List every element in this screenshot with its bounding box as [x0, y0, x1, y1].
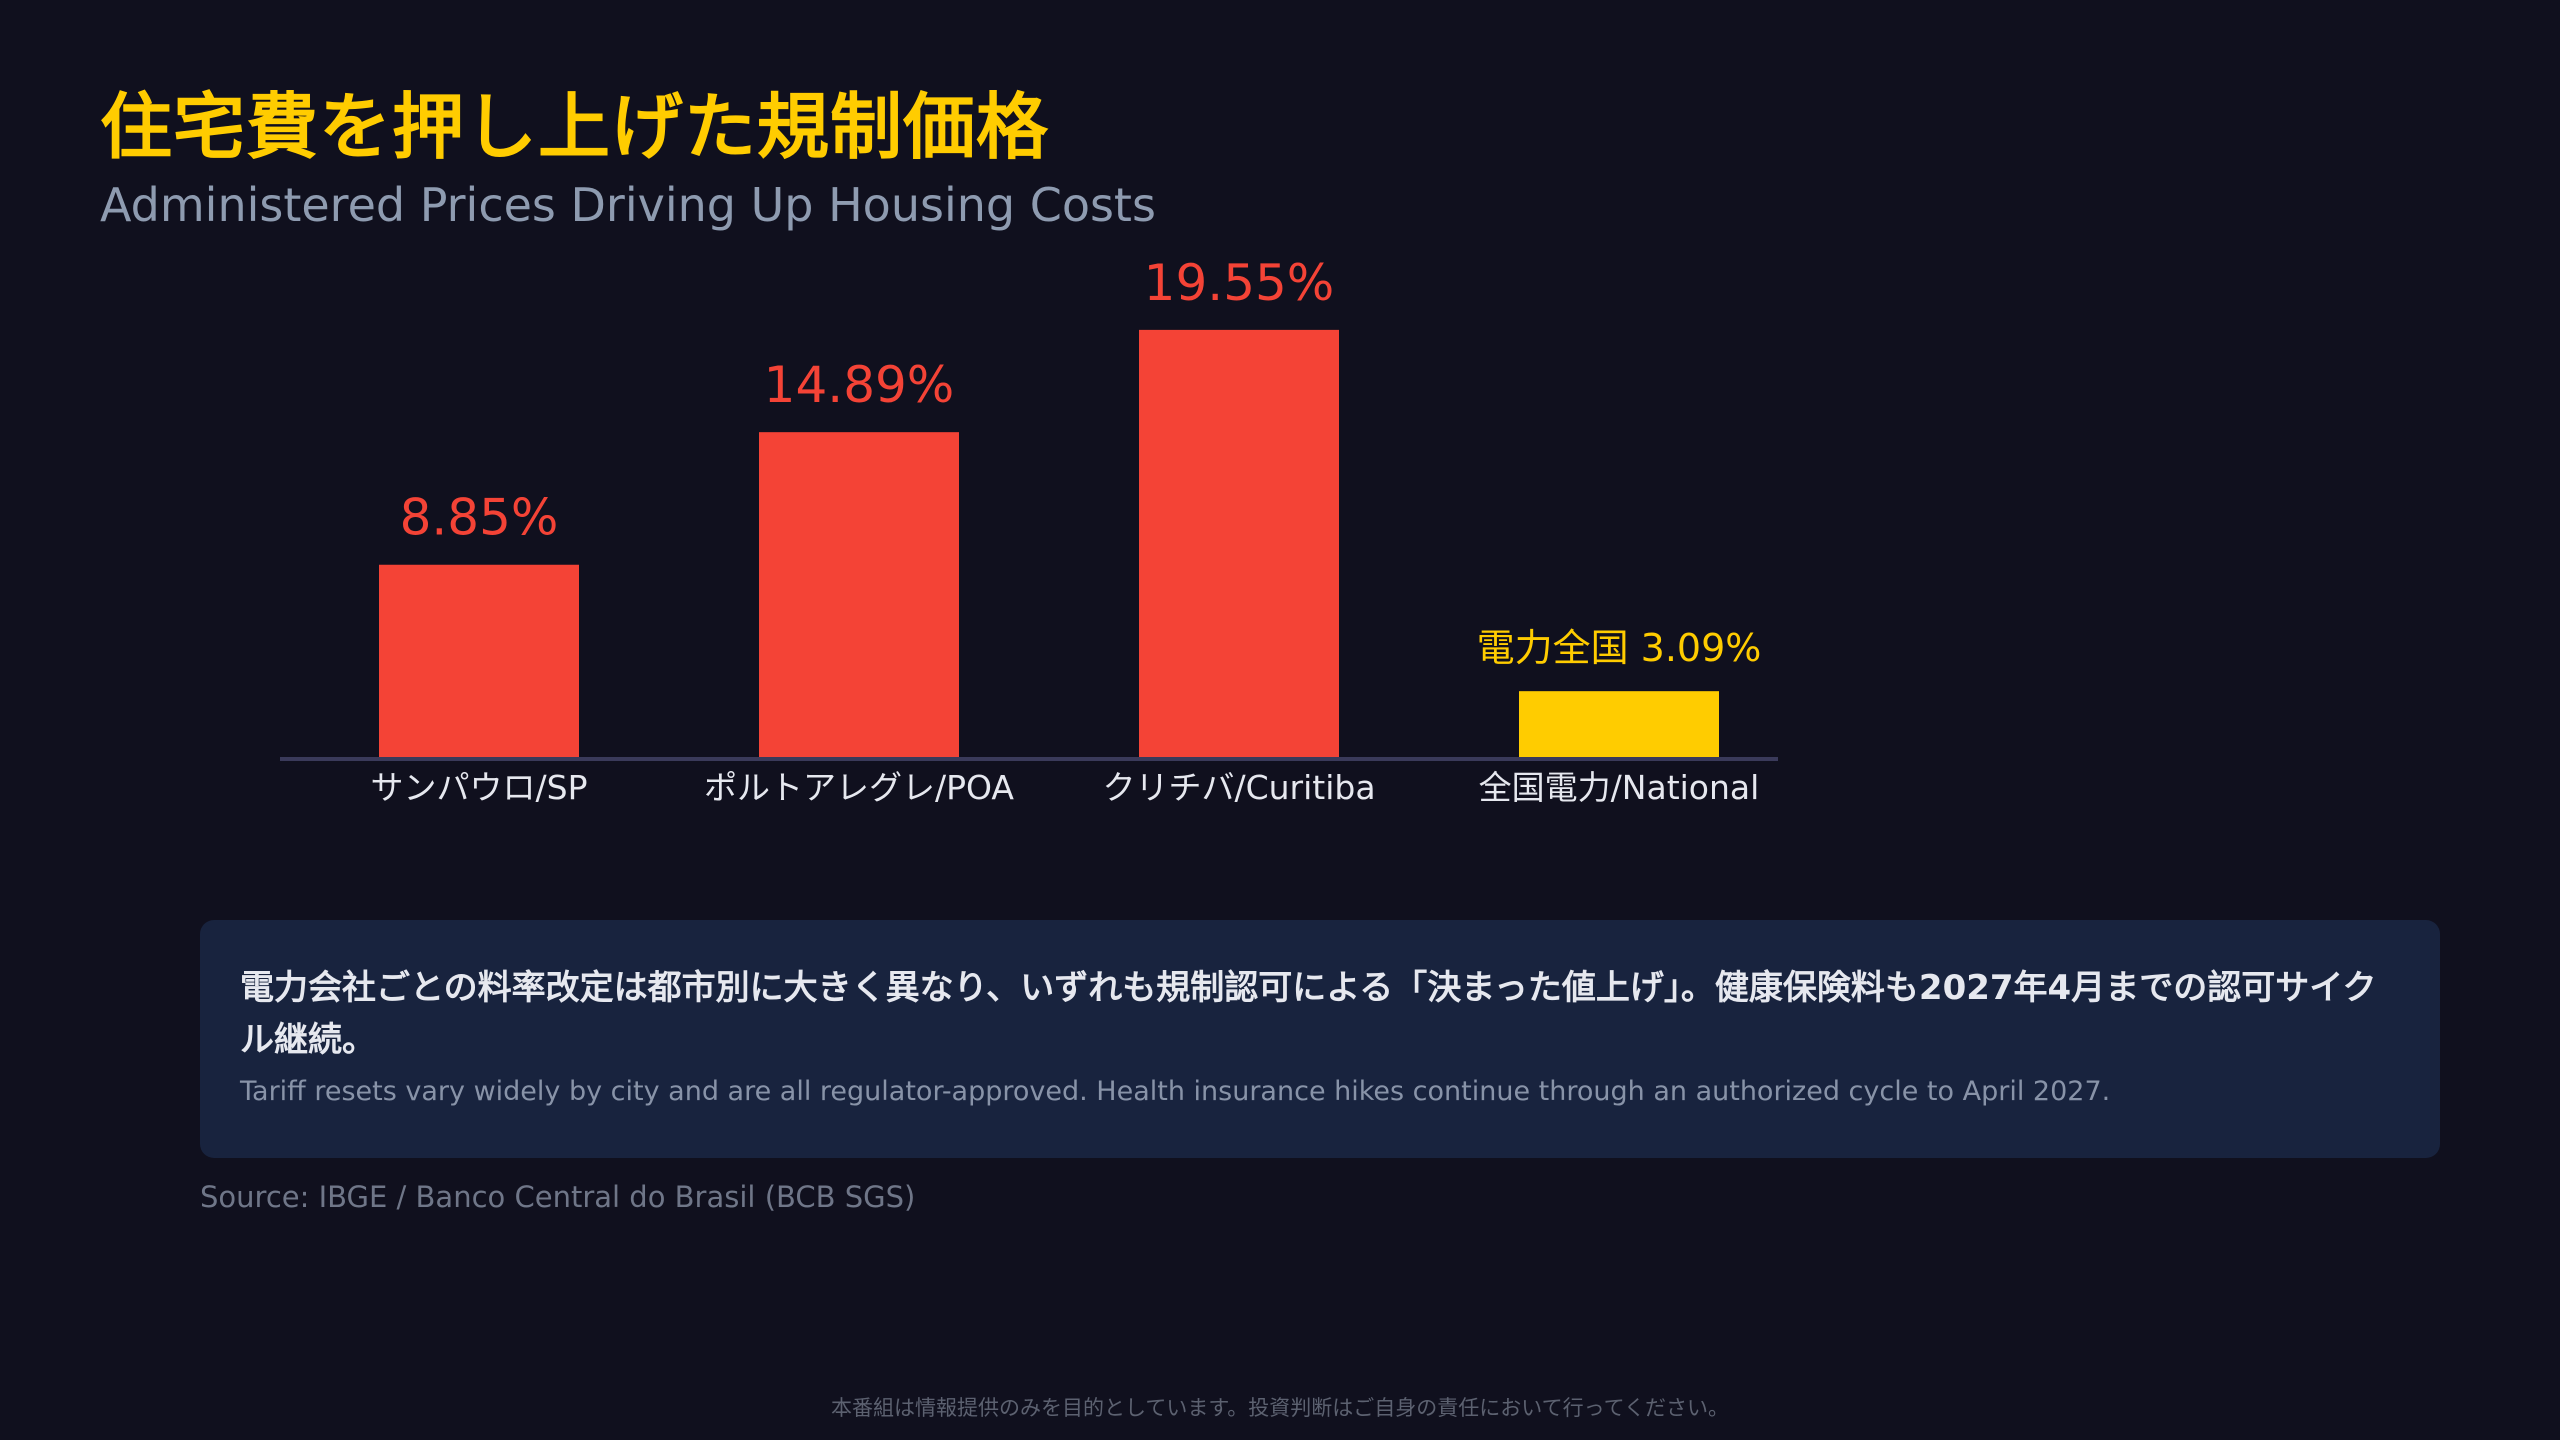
category-label-3: クリチバ/Curitiba [1102, 768, 1375, 807]
data-label-3: 19.55% [1144, 254, 1335, 312]
page-title: 住宅費を押し上げた規制価格 [100, 85, 1050, 169]
bar-4 [1519, 691, 1719, 759]
note-text-en: Tariff resets vary widely by city and ar… [240, 1076, 2111, 1107]
bar-2 [759, 432, 959, 759]
disclaimer-text: 本番組は情報提供のみを目的としています。投資判断はご自身の責任において行ってくだ… [831, 1396, 1729, 1420]
page-subtitle: Administered Prices Driving Up Housing C… [100, 178, 1156, 232]
data-label-4: 電力全国 3.09% [1477, 626, 1762, 670]
data-label-2: 14.89% [764, 356, 955, 414]
category-label-1: サンパウロ/SP [371, 768, 588, 807]
source-text: Source: IBGE / Banco Central do Brasil (… [200, 1180, 916, 1214]
bar-3 [1139, 329, 1339, 759]
bar-1 [379, 564, 579, 759]
category-label-2: ポルトアレグレ/POA [704, 768, 1014, 807]
note-text-jp: 電力会社ごとの料率改定は都市別に大きく異なり、いずれも規制認可による「決まった値… [240, 968, 2377, 1060]
note-box: 電力会社ごとの料率改定は都市別に大きく異なり、いずれも規制認可による「決まった値… [200, 920, 2440, 1158]
data-label-1: 8.85% [400, 489, 559, 547]
category-label-4: 全国電力/National [1479, 768, 1760, 807]
